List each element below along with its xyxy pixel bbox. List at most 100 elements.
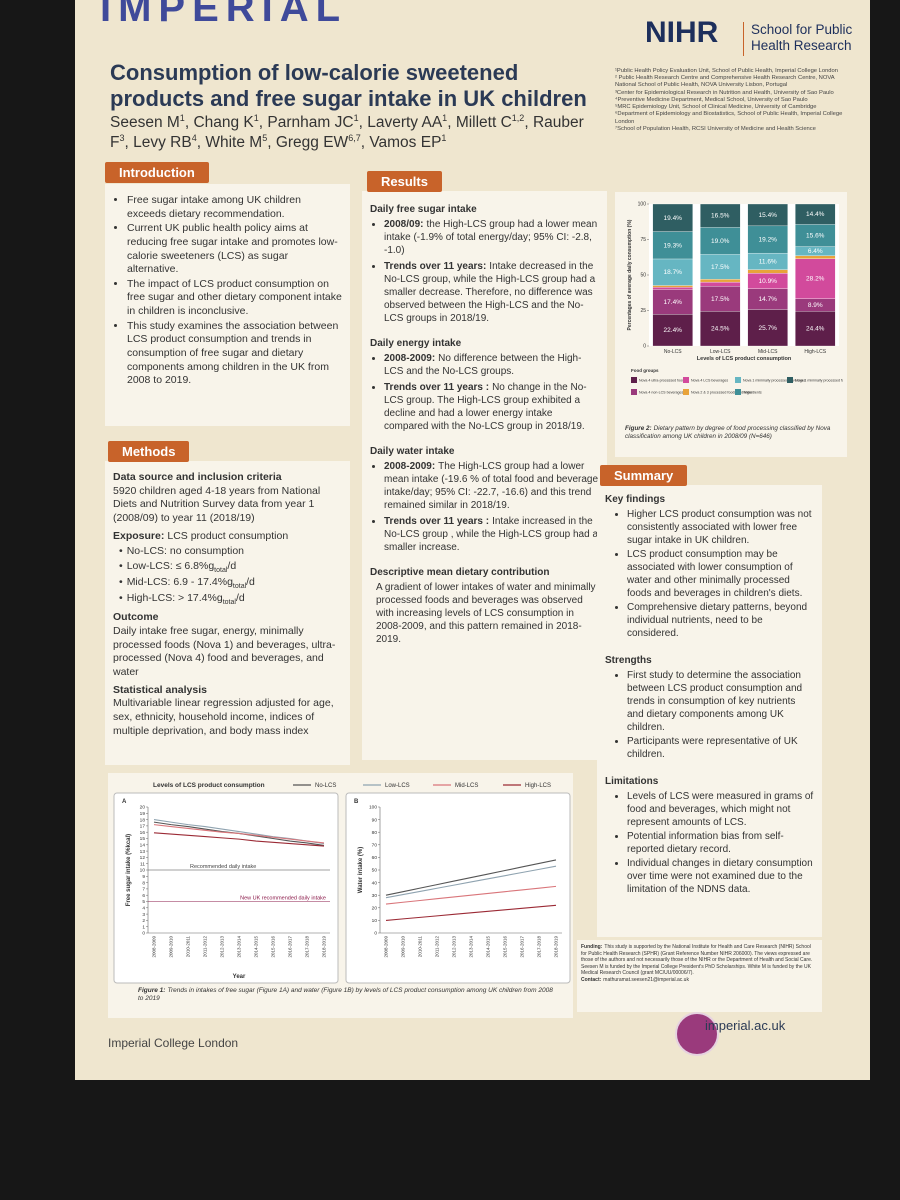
method-block: Statistical analysis Multivariable linear… <box>113 684 342 739</box>
poster-title: Consumption of low-calorie sweetened pro… <box>110 60 587 112</box>
author-separator: , <box>447 114 456 132</box>
bar-segment <box>747 203 788 227</box>
result-section: Daily water intake 2008-2009:The High-LCS… <box>370 445 599 554</box>
data-line <box>153 824 325 844</box>
x-tick-label: 2018-2019 <box>554 936 559 958</box>
section-heading: Results <box>367 171 442 192</box>
item-part: High-LCS: > 17.4%g <box>126 592 223 605</box>
data-line <box>385 865 557 899</box>
bullet-list: 2008-2009:The High-LCS group had a lower… <box>370 460 599 554</box>
y-tick-label: 15 <box>140 836 146 842</box>
figure-2: 0 25 50 75 100 Percentages of average daily c… <box>615 192 847 457</box>
section-title: Daily water intake <box>370 446 455 457</box>
value-label: 19.4% <box>664 215 683 222</box>
item-part: No-LCS: no consumption <box>126 545 244 558</box>
y-tick-label: 0 <box>643 344 646 350</box>
item-text: No change in the No-LCS group. The High-… <box>384 382 587 432</box>
author-name: Levy RB <box>133 133 192 151</box>
results-box: Daily free sugar intake 2008/09:the High-… <box>362 191 607 760</box>
y-tick-label: 30 <box>372 893 378 899</box>
value-label: 8.9% <box>808 302 823 309</box>
y-tick-label: 80 <box>372 830 378 836</box>
x-tick-label: 2013-2014 <box>469 936 474 958</box>
item-part: /d <box>227 559 237 572</box>
legend-label: Mid-LCS <box>455 783 478 789</box>
y-tick-label: 75 <box>640 237 646 243</box>
bullet: • Mid-LCS: 6.9 - 17.4%gtotal/d <box>119 576 342 591</box>
contact-lead: Contact: <box>581 976 602 983</box>
bullet: Levels of LCS were measured in grams of … <box>627 790 814 829</box>
bullet-list: 2008/09:the High-LCS group had a lower m… <box>370 218 599 325</box>
section-title: Daily free sugar intake <box>370 204 477 215</box>
block-text: LCS product consumption <box>167 529 289 542</box>
methods-box: Data source and inclusion criteria 5920 c… <box>105 461 350 765</box>
x-axis-label: Year <box>233 974 246 980</box>
y-tick-label: 20 <box>140 805 146 811</box>
section-heading: Summary <box>600 465 688 486</box>
x-tick-label: 2015-2016 <box>503 936 508 958</box>
bar-segment <box>652 287 693 290</box>
y-tick-label: 50 <box>640 273 646 279</box>
legend-swatch <box>787 377 793 383</box>
legend-swatch <box>683 389 689 395</box>
y-tick-label: 16 <box>140 830 146 836</box>
bullet: Comprehensive dietary patterns, beyond i… <box>627 601 814 640</box>
legend-title: Levels of LCS product consumption <box>153 782 265 789</box>
x-tick-label: 2013-2014 <box>237 936 242 958</box>
item-lead: 2008-2009: <box>384 461 436 472</box>
author-name: Seesen M <box>110 114 180 132</box>
contact: mathuramat.seesen21@imperial.ac.uk <box>603 976 689 983</box>
author-separator: , <box>196 133 206 151</box>
caption-lead: Figure 1: <box>138 987 166 994</box>
author-name: Vamos EP <box>369 133 442 151</box>
bullet-dot: • <box>119 576 123 589</box>
x-tick-label: 2014-2015 <box>254 936 259 958</box>
funding-lead: Funding: <box>581 944 603 950</box>
value-label: 15.4% <box>759 212 778 219</box>
bullet: Current UK public health policy aims at … <box>127 222 342 277</box>
logo-divider <box>743 22 744 56</box>
author-sup: 5 <box>262 132 268 143</box>
author-sup: 1,2 <box>511 113 525 123</box>
bullet: • High-LCS: > 17.4%gtotal/d <box>119 592 342 607</box>
legend-swatch <box>735 389 741 395</box>
y-tick-label: 0 <box>374 931 377 937</box>
y-tick-label: 70 <box>372 843 378 849</box>
legend-swatch <box>735 377 741 383</box>
y-tick-label: 8 <box>142 880 145 886</box>
y-tick-label: 1 <box>142 924 145 930</box>
item-text: The High-LCS group had a lower mean inta… <box>384 461 599 511</box>
bar-segment <box>652 285 693 288</box>
author-separator: , <box>124 133 134 151</box>
value-label: 17.5% <box>711 264 730 271</box>
value-label: 14.7% <box>759 296 778 303</box>
affiliation: ³Center for Epidemiological Research in … <box>615 89 834 96</box>
bar-segment <box>652 231 693 260</box>
figure-2-chart: 0 25 50 75 100 Percentages of average daily c… <box>627 202 847 395</box>
bullet: Individual changes in dietary consumptio… <box>627 857 814 896</box>
affiliations: ¹Public Health Policy Evaluation Unit, S… <box>615 68 855 133</box>
y-tick-label: 14 <box>140 843 146 849</box>
y-tick-label: 6 <box>142 893 145 899</box>
y-tick-label: 5 <box>142 899 145 905</box>
bullet-list: Levels of LCS were measured in grams of … <box>605 790 814 896</box>
author-separator: , <box>184 114 194 132</box>
author-separator: , <box>258 114 268 132</box>
bullet: LCS product consumption may be associate… <box>627 548 814 600</box>
y-tick-label: 50 <box>372 868 378 874</box>
bullet-list: Free sugar intake among UK children exce… <box>113 194 342 388</box>
item-lead: Trends over 11 years : <box>384 516 490 527</box>
authors: Seesen M1, Chang K1, Parnham JC1, Lavert… <box>110 113 615 152</box>
item-part: total <box>214 566 228 574</box>
bar-segment <box>700 279 741 283</box>
legend-label: Water <box>743 391 753 395</box>
item-part: Low-LCS: ≤ 6.8%g <box>126 559 215 572</box>
bullet: 2008/09:the High-LCS group had a lower m… <box>384 218 599 257</box>
bar-segment <box>652 289 693 315</box>
legend-label: Nova 4 non-LCS beverages <box>639 391 684 395</box>
summary-section: Limitations Levels of LCS were measured i… <box>605 775 814 896</box>
x-tick-label: 2012-2013 <box>220 936 225 958</box>
y-tick-label: 11 <box>140 861 145 867</box>
block-title: Outcome <box>113 611 159 624</box>
